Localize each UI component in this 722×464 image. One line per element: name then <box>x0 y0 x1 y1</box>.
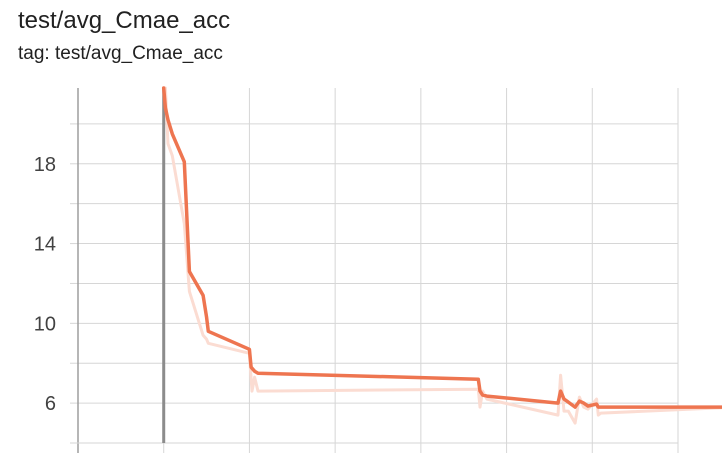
raw-series <box>163 86 722 425</box>
y-tick-labels: 6 10 14 18 <box>34 154 56 415</box>
y-tick-label: 10 <box>34 313 56 335</box>
raw-series-line[interactable] <box>163 86 722 425</box>
grid <box>70 88 679 453</box>
axes <box>70 88 678 453</box>
smoothed-series-line[interactable] <box>161 86 722 409</box>
smoothed-series <box>161 86 722 409</box>
y-tick-label: 18 <box>34 154 56 176</box>
y-tick-label: 6 <box>45 393 56 415</box>
y-tick-label: 14 <box>34 234 56 256</box>
chart-tag: tag: test/avg_Cmae_acc <box>18 43 223 64</box>
chart-title: test/avg_Cmae_acc <box>18 7 231 34</box>
